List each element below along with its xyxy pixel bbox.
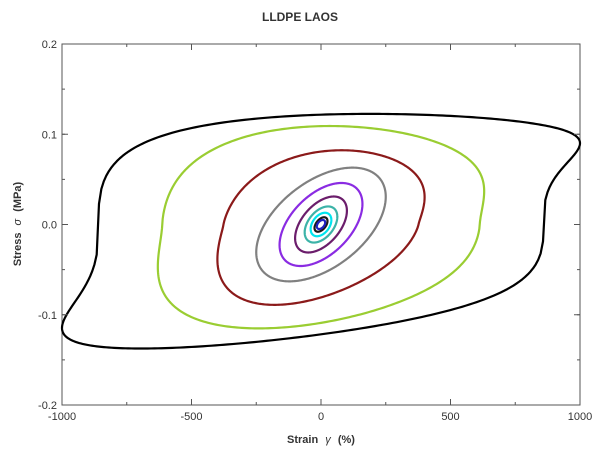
x-tick-label: -500 [180, 411, 202, 423]
lissajous-loop-3 [216, 149, 426, 306]
lissajous-loop-7 [303, 205, 339, 244]
lissajous-loop-6 [294, 195, 348, 254]
x-axis-label-text: Strain [287, 434, 318, 446]
lissajous-loop-9 [313, 216, 329, 233]
axis-ticks: -1000 -500 0 500 1000 -0.2 -0.1 0.0 0.1 0.2 [38, 39, 592, 423]
plot-frame [61, 43, 581, 406]
chart-title: LLDPE LAOS [262, 10, 338, 24]
lissajous-loop-4 [255, 166, 387, 283]
x-axis-label-symbol: γ [325, 434, 332, 446]
lissajous-loop-5 [278, 181, 364, 268]
x-axis-label: Strain γ (%) [287, 434, 355, 446]
x-tick-label: -1000 [48, 411, 76, 423]
lissajous-loop-10 [315, 218, 327, 231]
x-tick-label: 1000 [568, 411, 592, 423]
y-tick-label: -0.1 [38, 310, 57, 322]
y-tick-label: -0.2 [38, 400, 57, 412]
y-tick-label: 0.1 [42, 129, 57, 141]
x-tick-label: 0 [318, 411, 324, 423]
lissajous-loop-8 [309, 211, 333, 238]
y-tick-label: 0.2 [42, 39, 57, 51]
y-axis-label: Stress σ (MPa) [12, 181, 24, 266]
series-group [60, 112, 582, 350]
lissajous-loop-1 [60, 112, 582, 350]
y-tick-label: 0.0 [42, 220, 57, 232]
x-tick-label: 500 [441, 411, 459, 423]
lissajous-loop-2 [156, 124, 486, 330]
y-axis-label-unit: (MPa) [12, 181, 24, 211]
y-axis-label-symbol: σ [12, 218, 24, 225]
x-axis-label-unit: (%) [338, 434, 355, 446]
y-axis-label-text: Stress [12, 233, 24, 267]
